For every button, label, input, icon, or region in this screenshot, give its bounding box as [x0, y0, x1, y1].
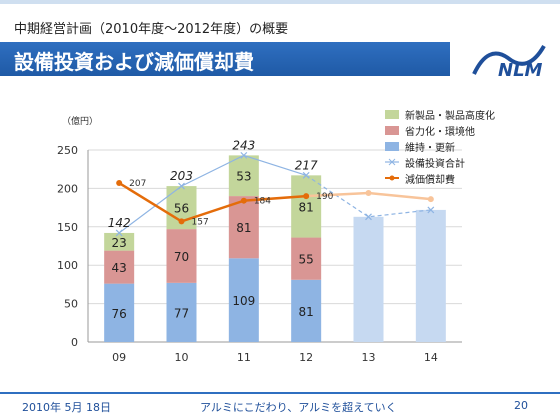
bar-value-label-11-2: 53	[236, 170, 251, 184]
legend-item-energy: 省力化・環境他	[385, 122, 495, 138]
bar-11-1	[228, 196, 259, 259]
depreciation-line	[118, 181, 307, 223]
bar-09-0	[104, 283, 135, 342]
bar-value-label-12-1: 55	[299, 253, 314, 267]
grid-layer	[88, 149, 462, 305]
legend-swatch-energy	[385, 125, 399, 135]
bar-11-0	[228, 258, 259, 342]
bar-value-label-12-0: 81	[299, 305, 314, 319]
plan-bar-14	[415, 209, 446, 342]
investment-total-point-14	[427, 206, 435, 214]
bar-12-2	[291, 175, 322, 238]
bar-layer	[104, 155, 446, 342]
investment-total-line	[118, 154, 307, 234]
depreciation-point-10	[178, 218, 185, 225]
bar-10-0	[166, 282, 197, 342]
bar-value-label-10-1: 70	[174, 250, 189, 264]
bar-value-label-12-2: 81	[299, 200, 314, 214]
y-tick-label-150: 150	[57, 221, 78, 234]
total-label-10: 203	[170, 169, 193, 183]
total-label-11: 243	[232, 138, 255, 152]
investment-total-point-13	[365, 213, 372, 221]
x-tick-label-10: 10	[175, 351, 189, 364]
depreciation-point-12	[303, 193, 310, 200]
line-layer	[115, 151, 435, 237]
chart-legend: 新製品・製品高度化 省力化・環境他 維持・更新 設備投資合計 減価償却費	[385, 106, 495, 186]
footer-slogan: アルミにこだわり、アルミを超えていく	[200, 401, 397, 414]
y-tick-label-50: 50	[64, 298, 78, 311]
depreciation-label-10: 157	[192, 217, 209, 227]
depreciation-point-11	[240, 197, 247, 204]
footer-divider	[0, 392, 560, 394]
page-title: 設備投資および減価償却費	[14, 50, 254, 74]
bar-12-1	[291, 237, 322, 280]
y-tick-label-200: 200	[57, 182, 78, 195]
depreciation-label-11: 184	[254, 197, 271, 207]
depreciation-label-12: 190	[316, 192, 333, 202]
legend-label-new-products: 新製品・製品高度化	[405, 110, 495, 122]
legend-item-investment-total: 設備投資合計	[385, 154, 495, 170]
legend-item-depreciation: 減価償却費	[385, 170, 495, 186]
legend-swatch-depreciation	[385, 175, 399, 181]
investment-total-point-11	[240, 151, 248, 159]
legend-label-depreciation: 減価償却費	[405, 174, 455, 186]
legend-label-investment-total: 設備投資合計	[405, 158, 465, 170]
legend-swatch-investment-total	[385, 158, 399, 166]
logo-text: NLM	[498, 60, 543, 81]
bar-09-2	[104, 232, 135, 251]
legend-item-new-products: 新製品・製品高度化	[385, 106, 495, 122]
bar-value-label-09-1: 43	[112, 261, 127, 275]
legend-swatch-new-products	[385, 109, 399, 119]
axis-layer: 0 50 100 150 200 250 09 10 11 12 13 14	[57, 144, 462, 364]
top-accent-line	[0, 0, 560, 4]
depreciation-point-09	[116, 180, 123, 187]
page-number: 20	[514, 399, 528, 412]
bar-value-label-09-2: 23	[112, 236, 127, 250]
depreciation-label-09: 207	[129, 179, 146, 189]
y-tick-label-0: 0	[71, 336, 78, 349]
footer-date: 2010年 5月 18日	[22, 401, 111, 414]
logo-swoosh	[472, 44, 546, 75]
bar-11-2	[228, 155, 259, 197]
x-tick-label-13: 13	[362, 351, 376, 364]
depreciation-point-13	[365, 190, 372, 197]
legend-swatch-maintenance	[385, 141, 399, 151]
label-layer: 76 43 23 77 70 56 109 81 53 81 55 81 142 203 243 217 207…	[108, 138, 334, 320]
plan-bar-13	[353, 216, 384, 342]
bar-value-label-11-0: 109	[232, 294, 255, 308]
bar-10-1	[166, 229, 197, 283]
investment-total-point-09	[115, 229, 123, 237]
x-tick-label-11: 11	[237, 351, 251, 364]
total-label-12: 217	[295, 158, 318, 172]
investment-total-line-plan	[305, 174, 431, 218]
bar-value-label-09-0: 76	[112, 307, 127, 321]
section-overview-label: 中期経営計画（2010年度～2012年度）の概要	[14, 22, 289, 37]
company-logo: NLM	[472, 44, 546, 81]
x-tick-label-12: 12	[299, 351, 313, 364]
y-tick-label-250: 250	[57, 144, 78, 157]
x-tick-label-09: 09	[112, 351, 126, 364]
bar-value-label-10-2: 56	[174, 202, 189, 216]
bar-value-label-10-0: 77	[174, 306, 189, 320]
bar-12-0	[291, 279, 322, 342]
investment-total-point-10	[178, 182, 185, 190]
legend-label-energy: 省力化・環境他	[405, 126, 475, 138]
total-label-09: 142	[108, 216, 131, 230]
y-axis-unit-label: （億円）	[62, 115, 98, 127]
x-tick-label-14: 14	[424, 351, 438, 364]
legend-item-maintenance: 維持・更新	[385, 138, 495, 154]
y-tick-label-100: 100	[57, 259, 78, 272]
bar-value-label-11-1: 81	[236, 221, 251, 235]
depreciation-point-14	[427, 196, 434, 203]
legend-label-maintenance: 維持・更新	[405, 142, 455, 154]
title-bar: 設備投資および減価償却費	[0, 42, 450, 76]
bar-09-1	[104, 250, 135, 284]
investment-total-point-12	[302, 171, 310, 179]
